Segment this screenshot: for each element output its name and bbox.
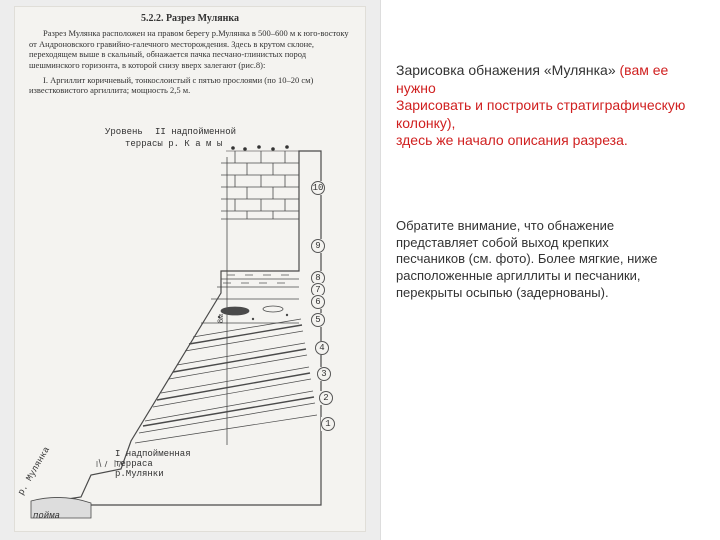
layer-num-3: 3	[317, 367, 331, 381]
annot-line1-black: Зарисовка обнажения «Мулянка»	[396, 62, 620, 78]
geological-cross-section: 8м	[21, 123, 361, 523]
svg-text:8м: 8м	[216, 314, 225, 323]
layer-num-9: 9	[311, 239, 325, 253]
layer-num-4: 4	[315, 341, 329, 355]
poima-label: пойма	[33, 511, 60, 521]
layer-num-5: 5	[311, 313, 325, 327]
paragraph-1: Разрез Мулянка расположен на правом бере…	[29, 28, 355, 71]
annotation-top: Зарисовка обнажения «Мулянка» (вам ее ну…	[396, 62, 696, 150]
section-heading: 5.2.2. Разрез Мулянка	[15, 13, 365, 24]
annot-line3: здесь же начало описания разреза.	[396, 132, 628, 148]
layer-num-1: 1	[321, 417, 335, 431]
annotation-body: Обратите внимание, что обнажение предста…	[396, 218, 676, 301]
terrace1-label-b: терраса	[115, 459, 153, 469]
terrace1-label-a: I надпойменная	[115, 449, 191, 459]
layer-num-2: 2	[319, 391, 333, 405]
scanned-page-background: 5.2.2. Разрез Мулянка Разрез Мулянка рас…	[0, 0, 381, 540]
terrace1-label-c: р.Мулянки	[115, 469, 164, 479]
annot-line2: Зарисовать и построить стратиграфическую…	[396, 97, 685, 131]
paragraph-2: I. Аргиллит коричневый, тонкослоистый с …	[29, 75, 355, 96]
scanned-page: 5.2.2. Разрез Мулянка Разрез Мулянка рас…	[14, 6, 366, 532]
layer-num-6: 6	[311, 295, 325, 309]
layer-num-10: 10	[311, 181, 325, 195]
